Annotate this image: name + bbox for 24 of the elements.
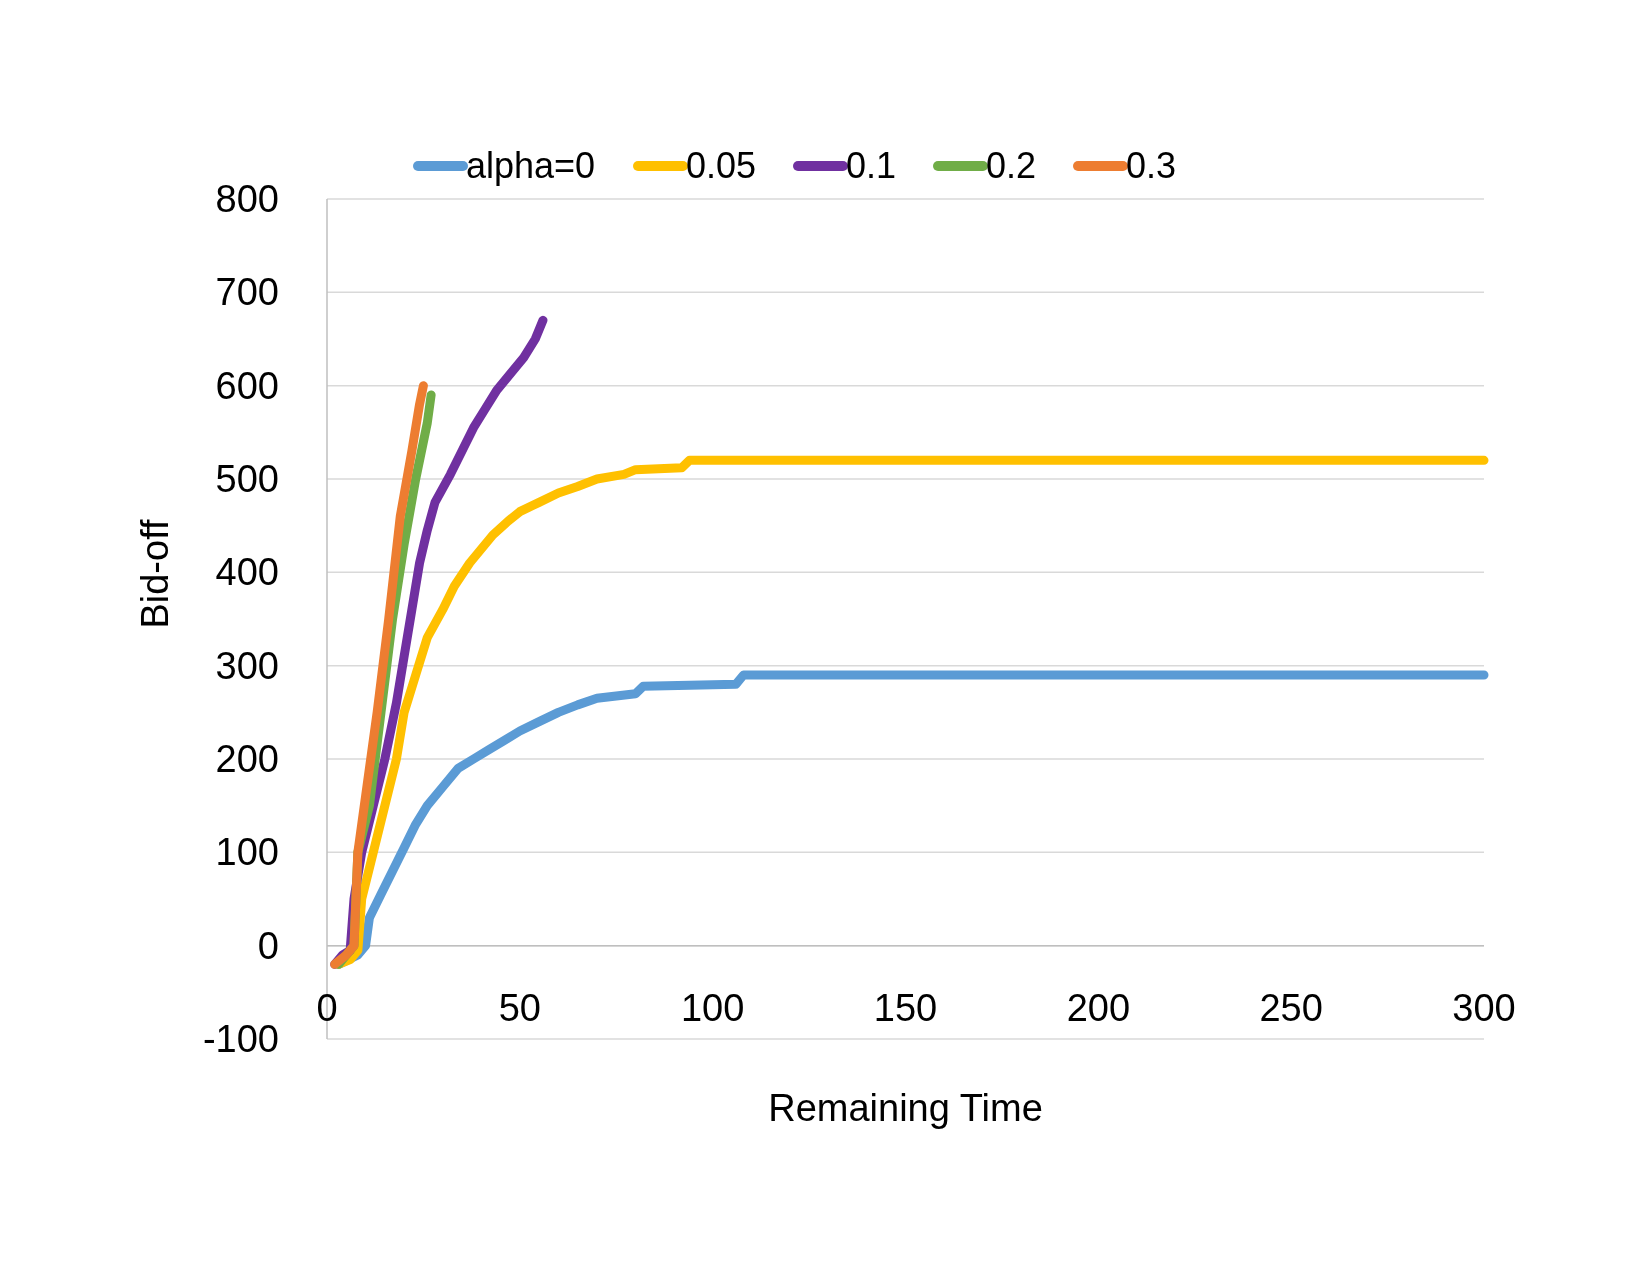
y-tick-label: 200 xyxy=(215,738,279,780)
y-tick-label: 100 xyxy=(215,831,279,874)
x-tick-label: 150 xyxy=(873,986,938,1029)
y-axis-title: Bid-off xyxy=(134,518,176,629)
x-tick-label: 300 xyxy=(1452,986,1516,1029)
x-tick-label: 200 xyxy=(1066,986,1131,1029)
y-tick-label: 500 xyxy=(215,458,279,500)
x-tick-label: 0 xyxy=(316,986,338,1029)
x-tick-label: 50 xyxy=(498,986,541,1029)
y-tick-label: 300 xyxy=(215,644,279,687)
y-tick-label: 0 xyxy=(257,924,279,967)
y-tick-label: 700 xyxy=(215,271,279,314)
y-tick-label: -100 xyxy=(202,1018,279,1060)
y-tick-label: 400 xyxy=(215,551,279,594)
legend-label: 0.2 xyxy=(986,145,1037,186)
x-tick-label: 100 xyxy=(680,986,745,1029)
legend-label: 0.3 xyxy=(1126,145,1177,186)
x-axis-title: Remaining Time xyxy=(768,1087,1043,1129)
legend-label: 0.05 xyxy=(686,145,757,186)
y-tick-label: 600 xyxy=(215,364,279,407)
legend-label: alpha=0 xyxy=(466,145,596,186)
x-tick-label: 250 xyxy=(1259,986,1323,1029)
legend-label: 0.1 xyxy=(846,145,897,186)
y-tick-label: 800 xyxy=(215,178,279,220)
